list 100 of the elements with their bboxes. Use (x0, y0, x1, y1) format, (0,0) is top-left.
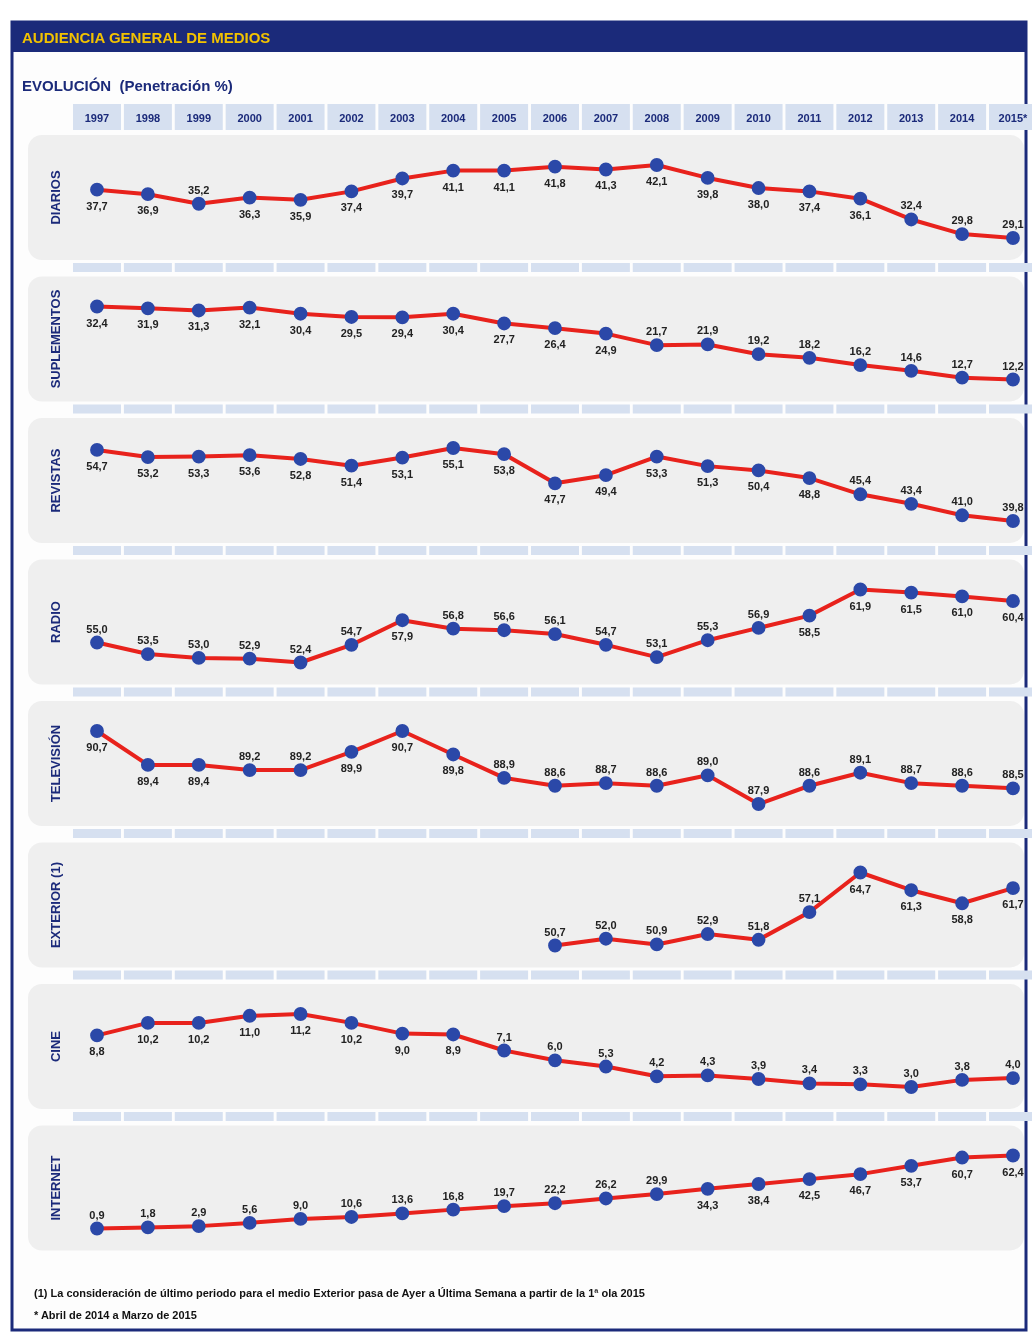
data-label: 52,9 (238, 638, 261, 651)
data-label: 18,2 (798, 337, 821, 350)
data-label: 90,7 (391, 741, 414, 753)
x-tick-label: 2004 (440, 112, 467, 124)
data-label: 10,6 (340, 1196, 363, 1209)
y-axis-title: INTERNET (48, 1155, 63, 1221)
data-label: 3,0 (903, 1067, 919, 1079)
data-label: 38,0 (747, 198, 770, 211)
data-label: 53,8 (493, 464, 515, 477)
data-label: 2,9 (191, 1206, 207, 1219)
data-label: 53,0 (188, 637, 210, 650)
data-label: 53,7 (900, 1175, 922, 1188)
data-label: 3,8 (954, 1059, 970, 1072)
data-label: 9,0 (394, 1043, 410, 1056)
data-label: 53,2 (137, 467, 159, 480)
data-label: 21,7 (646, 325, 668, 338)
x-tick-label: 2012 (848, 112, 873, 124)
x-tick-label: 1999 (186, 112, 212, 124)
y-axis-title: RADIO (48, 601, 63, 643)
data-label: 58,5 (798, 625, 821, 638)
data-label: 11,2 (290, 1024, 311, 1036)
data-label: 7,1 (496, 1030, 512, 1043)
x-tick-label: 2007 (593, 112, 619, 124)
data-label: 42,5 (798, 1189, 821, 1202)
data-label: 24,9 (595, 343, 617, 356)
data-label: 4,2 (649, 1056, 665, 1069)
data-label: 11,0 (239, 1025, 261, 1038)
data-label: 56,6 (493, 610, 515, 623)
data-label: 60,7 (951, 1167, 973, 1180)
data-label: 51,8 (747, 919, 770, 932)
data-label: 26,2 (595, 1178, 617, 1191)
data-label: 53,5 (137, 634, 159, 647)
data-label: 88,6 (646, 765, 668, 778)
data-label: 62,4 (1002, 1165, 1025, 1178)
data-label: 27,7 (493, 333, 515, 346)
data-label: 89,2 (289, 750, 312, 763)
text: * Abril de 2014 a Marzo de 2015 (34, 1309, 197, 1321)
data-label: 31,3 (188, 320, 210, 333)
x-tick-label: 2003 (390, 112, 415, 124)
data-label: 41,8 (544, 176, 566, 189)
data-label: 10,2 (188, 1032, 210, 1045)
data-label: 56,9 (747, 607, 770, 620)
data-label: 51,3 (696, 476, 719, 489)
data-label: 56,8 (442, 608, 464, 621)
data-label: 52,4 (289, 642, 313, 655)
x-tick-label: 2009 (695, 112, 720, 124)
data-label: 53,6 (238, 465, 261, 478)
data-label: 14,6 (900, 350, 922, 363)
data-label: 41,3 (595, 179, 617, 192)
data-label: 21,9 (696, 324, 719, 337)
y-axis-title: TELEVISIÓN (48, 724, 63, 803)
data-label: 29,9 (646, 1174, 668, 1187)
data-label: 30,4 (289, 323, 313, 336)
data-label: 89,9 (340, 761, 363, 774)
data-label: 41,0 (951, 495, 973, 508)
data-label: 53,3 (646, 466, 668, 479)
data-label: 54,7 (340, 624, 363, 637)
data-label: 89,4 (137, 774, 160, 787)
data-label: 39,8 (696, 187, 719, 200)
y-axis-title: CINE (48, 1030, 63, 1063)
data-label: 50,4 (747, 480, 771, 493)
data-label: 38,4 (747, 1193, 771, 1206)
x-tick-label: 2001 (288, 112, 313, 124)
data-label: 12,7 (951, 357, 973, 370)
data-label: 55,1 (442, 458, 464, 470)
data-label: 36,1 (849, 208, 872, 221)
data-label: 0,9 (89, 1208, 105, 1221)
data-label: 29,4 (391, 327, 414, 340)
data-label: 49,4 (595, 485, 618, 498)
data-label: 41,1 (442, 180, 464, 193)
data-label: 8,8 (89, 1045, 105, 1058)
data-label: 60,4 (1002, 611, 1025, 624)
data-label: 54,7 (86, 459, 108, 472)
data-label: 88,6 (951, 765, 973, 778)
data-label: 35,2 (188, 183, 210, 196)
data-label: 4,3 (700, 1055, 716, 1068)
data-label: 29,1 (1002, 218, 1024, 230)
data-label: 32,4 (900, 199, 923, 212)
data-label: 57,1 (798, 892, 821, 905)
data-label: 39,8 (1002, 501, 1024, 513)
data-label: 19,7 (493, 1186, 515, 1199)
data-label: 6,0 (547, 1040, 563, 1053)
x-tick-label: 1997 (84, 112, 110, 124)
data-label: 16,2 (849, 345, 872, 358)
data-label: 55,0 (86, 622, 108, 635)
data-label: 90,7 (86, 741, 108, 753)
data-label: 3,9 (750, 1058, 767, 1071)
data-label: 53,1 (646, 637, 668, 650)
data-label: 89,8 (442, 764, 464, 777)
data-label: 5,3 (598, 1046, 614, 1059)
y-axis-title: EXTERIOR (1) (48, 862, 63, 948)
data-label: 3,4 (801, 1063, 818, 1076)
x-tick-label: 2015* (998, 112, 1029, 124)
x-tick-label: 2008 (644, 112, 670, 124)
data-label: 8,9 (445, 1044, 461, 1057)
chart-subtitle: EVOLUCIÓN (Penetración %) (22, 77, 233, 94)
data-label: 52,0 (595, 918, 617, 931)
x-tick-label: 2006 (542, 112, 568, 124)
data-label: 89,4 (188, 774, 211, 787)
data-label: 50,9 (646, 924, 668, 937)
